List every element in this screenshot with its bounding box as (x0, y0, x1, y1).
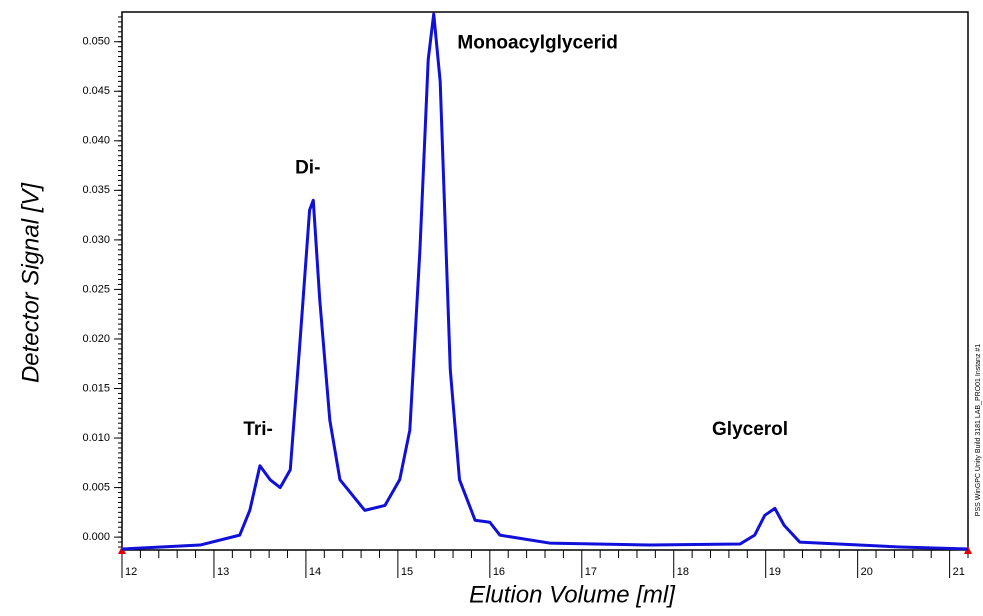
x-tick-label: 13 (217, 566, 229, 578)
y-tick-label: 0.015 (82, 382, 110, 394)
axis-end-marker (964, 546, 972, 554)
x-tick-label: 14 (309, 566, 321, 578)
x-tick-label: 17 (585, 566, 597, 578)
y-axis-label: Detector Signal [V] (17, 182, 44, 383)
y-tick-label: 0.035 (82, 184, 110, 196)
x-tick-label: 18 (677, 566, 689, 578)
y-tick-label: 0.010 (82, 432, 110, 444)
peak-annotation: Glycerol (712, 419, 788, 440)
signal-line (121, 12, 969, 551)
y-tick-label: 0.045 (82, 85, 110, 97)
y-tick-label: 0.000 (82, 531, 110, 543)
x-tick-label: 19 (769, 566, 781, 578)
y-tick-label: 0.025 (82, 283, 110, 295)
x-tick-label: 12 (125, 566, 137, 578)
peak-annotation: Tri- (243, 419, 273, 440)
x-tick-label: 21 (953, 566, 965, 578)
y-tick-label: 0.050 (82, 36, 110, 48)
peak-annotation: Monoacylglycerid (457, 33, 618, 54)
y-tick-label: 0.030 (82, 234, 110, 246)
x-tick-label: 15 (401, 566, 413, 578)
y-tick-label: 0.040 (82, 135, 110, 147)
x-axis-label: Elution Volume [ml] (469, 581, 676, 608)
x-tick-label: 20 (861, 566, 873, 578)
x-tick-label: 16 (493, 566, 505, 578)
y-tick-label: 0.005 (82, 481, 110, 493)
axis-end-marker (118, 546, 126, 554)
plot-frame (121, 11, 969, 551)
peak-annotation: Di- (295, 158, 320, 179)
y-tick-label: 0.020 (82, 333, 110, 345)
side-note: PSS WinGPC Unity Build 3181 LAB_PRO01 In… (975, 344, 982, 516)
